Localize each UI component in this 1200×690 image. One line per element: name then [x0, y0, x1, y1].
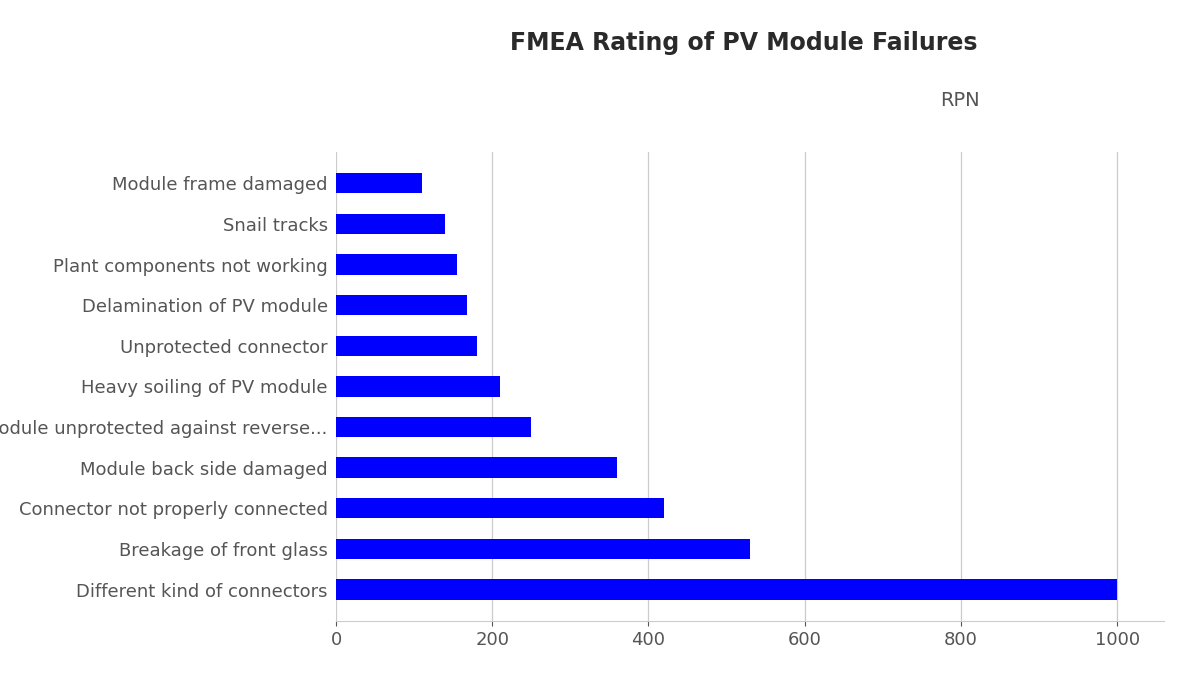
Bar — [336, 580, 1117, 600]
Bar — [336, 295, 467, 315]
Bar — [336, 498, 664, 518]
Bar — [336, 457, 617, 477]
Bar — [336, 539, 750, 559]
Bar — [336, 173, 422, 193]
Bar — [336, 417, 532, 437]
Text: FMEA Rating of PV Module Failures: FMEA Rating of PV Module Failures — [510, 31, 978, 55]
Text: RPN: RPN — [940, 90, 980, 110]
Bar — [336, 214, 445, 234]
Bar — [336, 255, 457, 275]
Bar — [336, 376, 500, 397]
Bar — [336, 335, 476, 356]
